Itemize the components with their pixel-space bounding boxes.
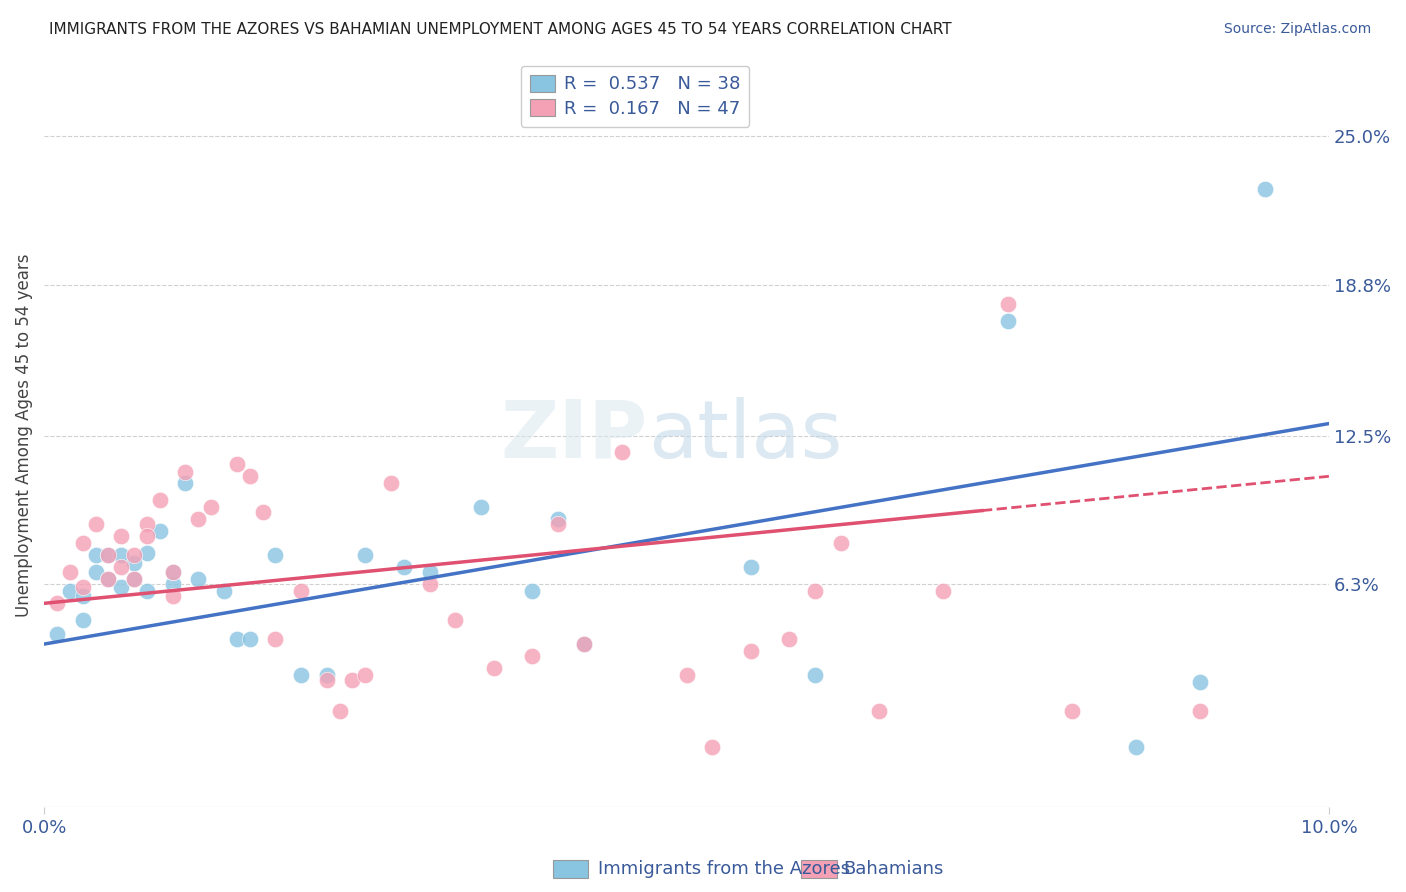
Point xyxy=(702,740,724,755)
Point xyxy=(675,668,697,682)
Point xyxy=(522,584,544,599)
Point xyxy=(212,584,235,599)
Point xyxy=(547,512,569,526)
Point xyxy=(264,632,287,647)
Point xyxy=(419,577,441,591)
Point xyxy=(72,613,94,627)
Point xyxy=(122,556,145,570)
Point xyxy=(225,458,247,472)
Point xyxy=(1125,740,1147,755)
Point xyxy=(135,517,157,532)
Point xyxy=(59,584,82,599)
Point xyxy=(830,536,852,550)
Point xyxy=(612,445,634,459)
Text: Immigrants from the Azores: Immigrants from the Azores xyxy=(598,860,849,878)
Point xyxy=(162,577,184,591)
Point xyxy=(572,637,595,651)
Point xyxy=(225,632,247,647)
Point xyxy=(264,549,287,563)
Text: ZIP: ZIP xyxy=(501,397,648,475)
Point xyxy=(470,500,492,515)
Point xyxy=(290,584,312,599)
Point xyxy=(110,529,132,543)
Point xyxy=(444,613,467,627)
Point xyxy=(380,476,402,491)
Point xyxy=(122,573,145,587)
Point xyxy=(1189,675,1212,690)
Point xyxy=(72,589,94,603)
Point xyxy=(547,517,569,532)
Point xyxy=(740,560,762,574)
Point xyxy=(200,500,222,515)
Point xyxy=(84,517,107,532)
Point xyxy=(84,565,107,579)
Point xyxy=(110,560,132,574)
Point xyxy=(162,589,184,603)
Point xyxy=(46,627,69,641)
Text: atlas: atlas xyxy=(648,397,842,475)
Point xyxy=(482,661,505,675)
Point xyxy=(419,565,441,579)
Point xyxy=(97,573,120,587)
Point xyxy=(804,584,827,599)
Point xyxy=(252,505,274,519)
Point xyxy=(329,704,352,718)
Point xyxy=(122,573,145,587)
Point xyxy=(59,565,82,579)
Point xyxy=(110,580,132,594)
Point xyxy=(174,476,197,491)
Point xyxy=(740,644,762,658)
Point xyxy=(868,704,890,718)
Point xyxy=(149,493,172,508)
Point xyxy=(1253,182,1275,196)
Point xyxy=(1189,704,1212,718)
Point xyxy=(110,549,132,563)
Point xyxy=(804,668,827,682)
Point xyxy=(778,632,800,647)
Point xyxy=(997,297,1019,311)
Legend: R =  0.537   N = 38, R =  0.167   N = 47: R = 0.537 N = 38, R = 0.167 N = 47 xyxy=(520,66,749,127)
Point xyxy=(97,573,120,587)
Point xyxy=(122,549,145,563)
Point xyxy=(290,668,312,682)
Y-axis label: Unemployment Among Ages 45 to 54 years: Unemployment Among Ages 45 to 54 years xyxy=(15,254,32,617)
Point xyxy=(315,673,337,687)
Point xyxy=(72,536,94,550)
Point xyxy=(97,549,120,563)
Point xyxy=(354,549,377,563)
Text: Bahamians: Bahamians xyxy=(844,860,943,878)
Point xyxy=(72,580,94,594)
Point xyxy=(522,648,544,663)
Point xyxy=(239,469,262,483)
Point xyxy=(187,573,209,587)
Point xyxy=(174,465,197,479)
Point xyxy=(135,584,157,599)
Text: Source: ZipAtlas.com: Source: ZipAtlas.com xyxy=(1223,22,1371,37)
Point xyxy=(135,529,157,543)
Point xyxy=(997,313,1019,327)
Point xyxy=(46,596,69,610)
Point xyxy=(932,584,955,599)
Point xyxy=(135,546,157,560)
Point xyxy=(315,668,337,682)
Point xyxy=(354,668,377,682)
Point xyxy=(239,632,262,647)
Point xyxy=(187,512,209,526)
Point xyxy=(1060,704,1083,718)
Point xyxy=(149,524,172,539)
Point xyxy=(162,565,184,579)
Text: IMMIGRANTS FROM THE AZORES VS BAHAMIAN UNEMPLOYMENT AMONG AGES 45 TO 54 YEARS CO: IMMIGRANTS FROM THE AZORES VS BAHAMIAN U… xyxy=(49,22,952,37)
Point xyxy=(572,637,595,651)
Point xyxy=(97,549,120,563)
Point xyxy=(84,549,107,563)
Point xyxy=(392,560,415,574)
Point xyxy=(342,673,364,687)
Point xyxy=(162,565,184,579)
